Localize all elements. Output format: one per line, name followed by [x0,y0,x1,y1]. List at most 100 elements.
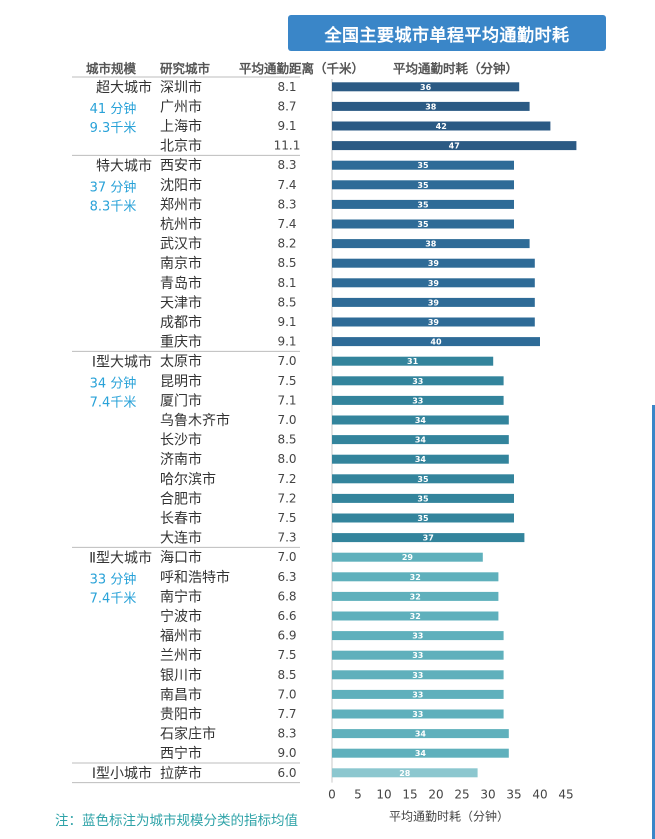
bar [332,376,504,386]
city-label: 太原市 [160,353,202,370]
bar [332,180,514,190]
city-label: 郑州市 [160,196,202,213]
x-tick-label: 30 [480,788,495,802]
distance-value: 7.7 [277,707,296,721]
distance-value: 8.5 [277,295,296,309]
x-axis-label: 平均通勤时耗（分钟） [389,809,509,824]
distance-value: 9.1 [277,315,296,329]
distance-value: 8.5 [277,256,296,270]
distance-value: 8.3 [277,727,296,741]
bar [332,82,520,92]
bar-value-label: 39 [428,259,440,268]
bar [332,611,499,621]
bar [332,493,514,503]
group-avg-distance: 8.3千米 [90,199,137,214]
city-label: 兰州市 [160,647,202,664]
bar [332,141,577,151]
bar-value-label: 29 [402,553,414,562]
bar [332,591,499,601]
header-distance: 平均通勤距离（千米） [239,61,365,76]
city-label: 南昌市 [160,686,202,703]
bar-value-label: 33 [412,396,423,405]
bar [332,533,525,543]
bar-value-label: 39 [428,279,440,288]
bar-value-label: 35 [417,494,429,503]
group-avg-distance: 7.4千米 [90,395,137,410]
distance-value: 7.0 [277,413,296,427]
header-city: 研究城市 [160,61,211,76]
city-label: 成都市 [160,314,202,331]
bar-value-label: 35 [417,181,429,190]
city-label: 上海市 [160,118,202,135]
bar-value-label: 35 [417,220,429,229]
x-tick-label: 40 [532,788,547,802]
bar [332,768,478,778]
bar-value-label: 33 [412,651,423,660]
bar [332,572,499,582]
bar [332,435,509,445]
distance-value: 9.0 [277,746,296,760]
bar [332,317,535,327]
distance-value: 8.3 [277,197,296,211]
city-label: 厦门市 [160,392,202,409]
bar-value-label: 39 [428,318,440,327]
bar [332,689,504,699]
bar [332,395,504,405]
bar-value-label: 34 [415,436,427,445]
bar [332,101,530,111]
bar-value-label: 33 [412,710,423,719]
city-label: 武汉市 [160,236,202,253]
distance-value: 7.0 [277,550,296,564]
bar-value-label: 37 [423,534,434,543]
city-label: 深圳市 [160,79,202,96]
distance-value: 7.5 [277,511,296,525]
group-avg-time: 41 分钟 [90,101,137,117]
city-scale-label: Ⅱ型大城市 [89,549,152,566]
distance-value: 6.8 [277,589,296,603]
bar [332,219,514,229]
bar-value-label: 40 [430,338,442,347]
bar [332,239,530,249]
city-label: 呼和浩特市 [160,569,230,586]
distance-value: 7.2 [277,491,296,505]
distance-value: 11.1 [274,139,301,153]
city-label: 重庆市 [160,334,202,351]
bar [332,709,504,719]
city-label: 济南市 [160,451,202,468]
bar-value-label: 42 [436,122,447,131]
distance-value: 7.5 [277,648,296,662]
city-label: 海口市 [160,549,202,566]
group-avg-time: 37 分钟 [90,179,137,195]
bar-value-label: 38 [425,102,437,111]
bar-value-label: 32 [410,612,421,621]
distance-value: 7.0 [277,354,296,368]
bar [332,278,535,288]
bar [332,356,494,366]
header-city-scale: 城市规模 [86,61,137,76]
bar-value-label: 34 [415,730,427,739]
distance-value: 7.3 [277,531,296,545]
city-label: 杭州市 [160,216,202,233]
city-label: 宁波市 [160,608,202,625]
city-label: 青岛市 [160,275,202,292]
bar [332,474,514,484]
bar [332,513,514,523]
city-label: 石家庄市 [160,726,216,743]
chart-title: 全国主要城市单程平均通勤时耗 [288,15,606,51]
distance-value: 7.2 [277,472,296,486]
bar [332,650,504,660]
city-label: 沈阳市 [160,177,202,194]
bar-value-label: 34 [415,455,427,464]
distance-value: 7.0 [277,687,296,701]
x-tick-label: 5 [354,788,362,802]
city-label: 昆明市 [160,373,202,390]
city-label: 南宁市 [160,588,202,605]
city-label: 乌鲁木齐市 [160,412,230,429]
distance-value: 7.4 [277,217,296,231]
bar-value-label: 34 [415,416,427,425]
city-scale-label: 超大城市 [96,79,152,96]
distance-value: 7.5 [277,374,296,388]
bar-value-label: 31 [407,357,419,366]
decorative-edge-line [652,405,655,839]
